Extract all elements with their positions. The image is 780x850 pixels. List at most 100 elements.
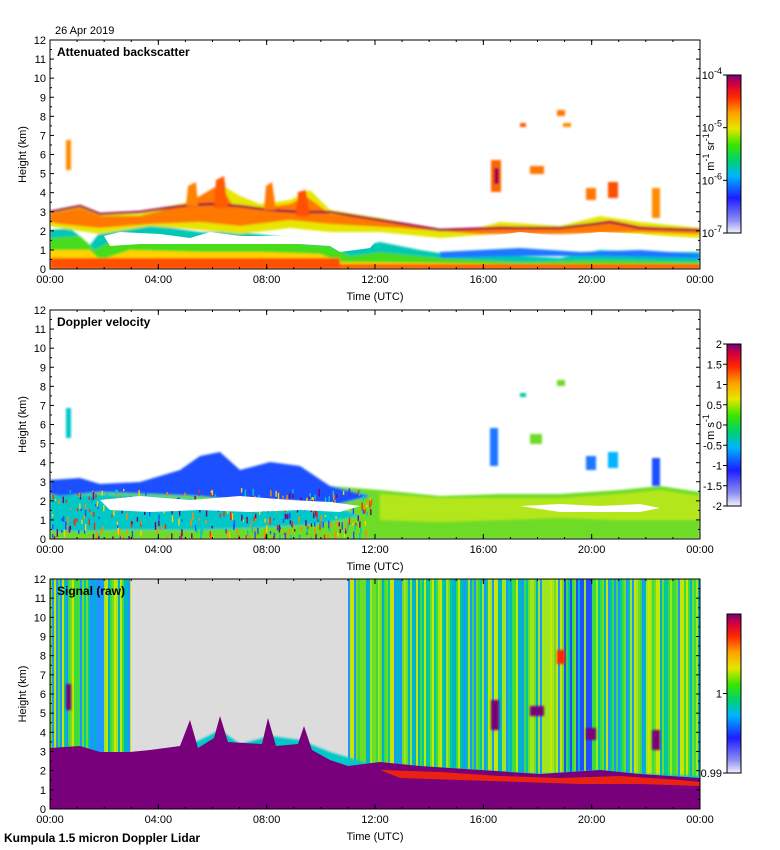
- noise-stripe: [438, 579, 440, 779]
- y-tick-label: 4: [40, 188, 46, 200]
- noise-stripe: [484, 579, 486, 779]
- speckle-pixel: [79, 492, 81, 498]
- speckle-pixel: [145, 524, 148, 530]
- speckle-pixel: [321, 519, 324, 522]
- noise-stripe: [618, 579, 620, 779]
- speckle-pixel: [140, 521, 142, 525]
- cloud-plume: [530, 166, 544, 174]
- x-tick-label: 00:00: [36, 274, 64, 286]
- speckle-pixel: [298, 536, 300, 539]
- speckle-pixel: [145, 521, 147, 524]
- y-tick-label: 11: [35, 593, 46, 605]
- noise-stripe: [626, 579, 628, 779]
- velocity-field: [50, 452, 370, 506]
- noise-stripe: [460, 579, 462, 779]
- speckle-pixel: [358, 489, 361, 496]
- speckle-pixel: [370, 509, 372, 516]
- noise-stripe: [614, 579, 616, 779]
- speckle-pixel: [291, 523, 293, 527]
- panel-title: Signal (raw): [57, 584, 125, 598]
- speckle-pixel: [145, 492, 147, 496]
- cloud-plume: [563, 123, 571, 127]
- noise-stripe: [698, 579, 700, 779]
- speckle-pixel: [79, 503, 81, 509]
- speckle-pixel: [342, 490, 345, 495]
- speckle-pixel: [117, 528, 119, 535]
- noise-stripe: [90, 579, 92, 779]
- noise-stripe: [444, 579, 446, 779]
- speckle-pixel: [205, 520, 207, 524]
- noise-stripe: [668, 579, 670, 779]
- speckle-pixel: [63, 529, 66, 537]
- noise-stripe: [672, 579, 674, 779]
- noise-stripe: [566, 579, 568, 779]
- noise-stripe: [370, 579, 372, 779]
- speckle-pixel: [277, 492, 280, 501]
- noise-stripe: [64, 579, 66, 779]
- colorbar-gradient: [726, 74, 742, 234]
- noise-stripe: [120, 579, 122, 779]
- speckle-pixel: [290, 534, 292, 539]
- noise-stripe: [570, 579, 572, 779]
- speckle-pixel: [68, 510, 71, 516]
- speckle-pixel: [198, 489, 200, 496]
- y-tick-label: 1: [40, 515, 46, 527]
- speckle-pixel: [254, 531, 256, 539]
- noise-stripe: [404, 579, 406, 779]
- noise-stripe: [552, 579, 554, 779]
- speckle-pixel: [314, 522, 316, 527]
- speckle-pixel: [284, 513, 286, 520]
- noise-stripe: [98, 579, 100, 779]
- x-tick-label: 16:00: [470, 814, 498, 826]
- speckle-pixel: [111, 514, 113, 518]
- speckle-pixel: [284, 533, 287, 539]
- noise-stripe: [600, 579, 602, 779]
- noise-stripe: [388, 579, 390, 779]
- speckle-pixel: [310, 523, 313, 527]
- noise-stripe: [350, 579, 352, 779]
- noise-stripe: [560, 579, 562, 779]
- speckle-pixel: [306, 497, 308, 504]
- noise-stripe: [114, 579, 116, 779]
- speckle-pixel: [136, 517, 139, 522]
- footer-label: Kumpula 1.5 micron Doppler Lidar: [4, 831, 200, 845]
- speckle-pixel: [52, 524, 54, 529]
- speckle-pixel: [348, 517, 351, 525]
- speckle-pixel: [113, 510, 115, 516]
- speckle-pixel: [90, 499, 92, 504]
- y-tick-label: 5: [40, 708, 46, 720]
- signal-plume: [530, 706, 544, 716]
- y-tick-label: 10: [34, 73, 46, 85]
- speckle-pixel: [184, 492, 186, 496]
- speckle-pixel: [366, 511, 368, 516]
- speckle-pixel: [171, 515, 174, 523]
- noise-stripe: [466, 579, 468, 779]
- noise-stripe: [620, 579, 622, 779]
- cloud-plume: [214, 176, 228, 208]
- speckle-pixel: [289, 520, 292, 525]
- noise-stripe: [112, 579, 114, 779]
- speckle-pixel: [348, 489, 350, 497]
- speckle-pixel: [366, 498, 368, 502]
- noise-stripe: [434, 579, 436, 779]
- colorbar-tick-label: 1.5: [707, 359, 722, 371]
- noise-stripe: [540, 579, 542, 779]
- noise-stripe: [582, 579, 584, 779]
- speckle-pixel: [313, 510, 315, 514]
- speckle-pixel: [361, 502, 363, 511]
- noise-stripe: [590, 579, 592, 779]
- x-tick-label: 00:00: [686, 274, 714, 286]
- noise-stripe: [686, 579, 688, 779]
- noise-stripe: [660, 579, 662, 779]
- noise-stripe: [424, 579, 426, 779]
- noise-stripe: [568, 579, 570, 779]
- cloud-plume: [520, 123, 526, 127]
- noise-stripe: [554, 579, 556, 779]
- speckle-pixel: [283, 532, 286, 536]
- speckle-pixel: [192, 512, 194, 521]
- speckle-pixel: [91, 492, 93, 495]
- noise-stripe: [488, 579, 490, 779]
- noise-stripe: [464, 579, 466, 779]
- noise-stripe: [446, 579, 448, 779]
- speckle-pixel: [210, 490, 212, 493]
